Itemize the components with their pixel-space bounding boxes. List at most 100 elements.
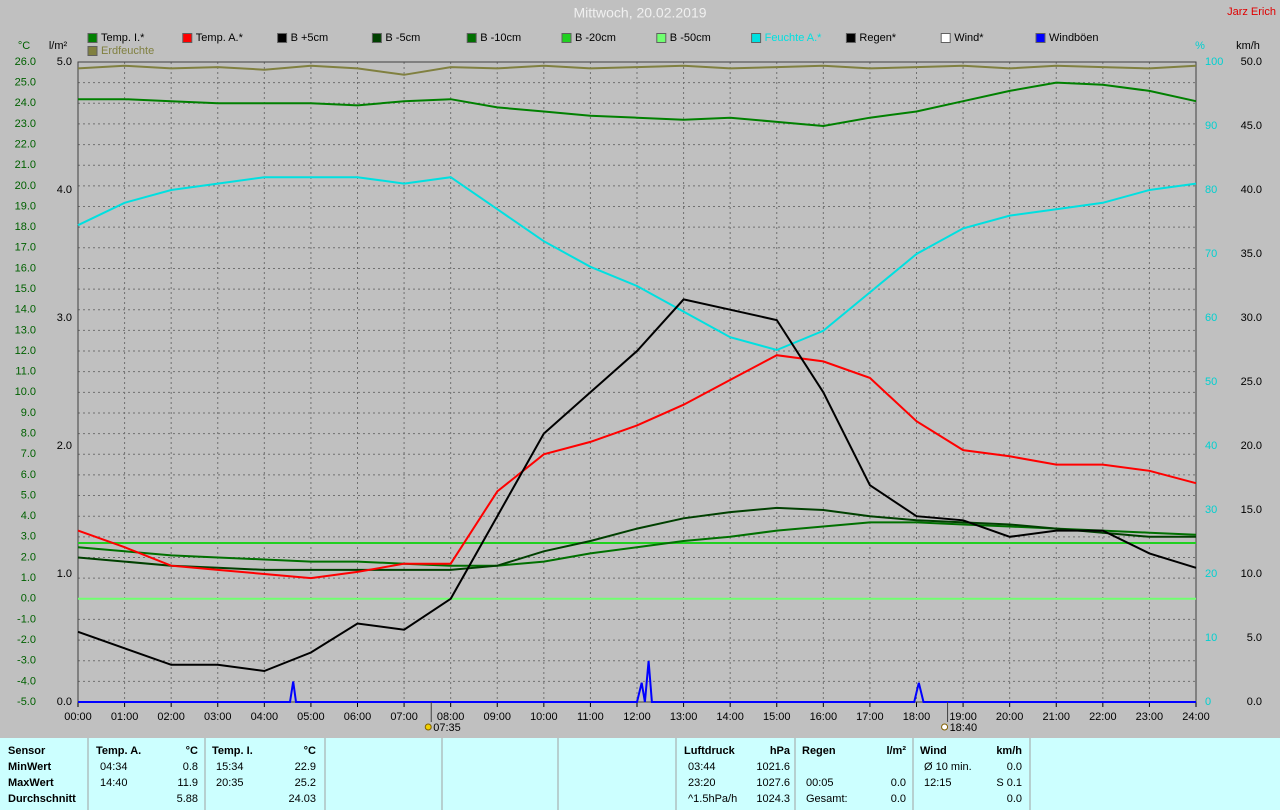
legend-swatch bbox=[845, 33, 856, 43]
y3-tick-label: 70 bbox=[1205, 248, 1217, 260]
column-unit: °C bbox=[186, 745, 198, 757]
column-header: Temp. A. bbox=[96, 745, 141, 757]
y-tick-label: 7.0 bbox=[21, 448, 36, 460]
y3-tick-label: 10 bbox=[1205, 632, 1217, 644]
x-tick-label: 21:00 bbox=[1042, 711, 1070, 723]
y-tick-label: -3.0 bbox=[17, 655, 36, 667]
legend-label: B +5cm bbox=[291, 32, 329, 44]
cell-value: 22.9 bbox=[295, 761, 316, 773]
x-tick-label: 24:00 bbox=[1182, 711, 1210, 723]
row-label: Durchschnitt bbox=[8, 793, 76, 805]
series-line bbox=[78, 81, 1197, 128]
y4-tick-label: 5.0 bbox=[1247, 632, 1262, 644]
y-tick-label: 16.0 bbox=[15, 262, 36, 274]
y4-tick-label: 0.0 bbox=[1247, 696, 1262, 708]
x-tick-label: 11:00 bbox=[577, 711, 604, 723]
x-tick-label: 18:00 bbox=[903, 711, 931, 723]
y-tick-label: -1.0 bbox=[17, 613, 36, 625]
cell-time: ^1.5hPa/h bbox=[688, 793, 737, 805]
y-axis-label: °C bbox=[18, 40, 30, 52]
y3-tick-label: 30 bbox=[1205, 504, 1217, 516]
legend-label: Feuchte A.* bbox=[765, 32, 823, 44]
table-corner: Sensor bbox=[8, 745, 46, 757]
y-tick-label: 5.0 bbox=[21, 489, 36, 501]
cell-value: 25.2 bbox=[295, 777, 316, 789]
x-tick-label: 19:00 bbox=[949, 711, 977, 723]
y2-tick-label: 0.0 bbox=[57, 696, 72, 708]
cell-value: 1027.6 bbox=[756, 777, 790, 789]
x-tick-label: 13:00 bbox=[670, 711, 698, 723]
legend-swatch bbox=[561, 33, 572, 43]
legend-label: Temp. A.* bbox=[196, 32, 244, 44]
x-tick-label: 03:00 bbox=[204, 711, 232, 723]
annotation-label: 07:35 bbox=[433, 722, 461, 734]
legend-label: Temp. I.* bbox=[101, 32, 145, 44]
x-tick-label: 23:00 bbox=[1136, 711, 1164, 723]
y-tick-label: 0.0 bbox=[21, 593, 36, 605]
x-tick-label: 20:00 bbox=[996, 711, 1024, 723]
stats-panel bbox=[0, 738, 1280, 810]
cell-time: 20:35 bbox=[216, 777, 244, 789]
column-header: Regen bbox=[802, 745, 836, 757]
y-tick-label: 24.0 bbox=[15, 97, 36, 109]
y-tick-label: 11.0 bbox=[15, 366, 36, 378]
annotation-label: 18:40 bbox=[950, 722, 978, 734]
y-tick-label: -4.0 bbox=[17, 675, 36, 687]
legend-label: B -20cm bbox=[575, 32, 616, 44]
y-tick-label: -2.0 bbox=[17, 634, 36, 646]
y3-tick-label: 40 bbox=[1205, 440, 1217, 452]
y-tick-label: 23.0 bbox=[15, 118, 36, 130]
y3-tick-label: 20 bbox=[1205, 568, 1217, 580]
cell-value: 11.9 bbox=[177, 777, 198, 789]
chart-title: Mittwoch, 20.02.2019 bbox=[573, 5, 706, 21]
series-line bbox=[77, 298, 1197, 673]
y-tick-label: -5.0 bbox=[17, 696, 36, 708]
y-tick-label: 6.0 bbox=[21, 469, 36, 481]
series-line bbox=[77, 521, 1197, 567]
y2-tick-label: 2.0 bbox=[57, 440, 72, 452]
legend-swatch bbox=[371, 33, 382, 43]
x-tick-label: 04:00 bbox=[251, 711, 279, 723]
cell-value: S 0.1 bbox=[996, 777, 1022, 789]
x-tick-label: 07:00 bbox=[390, 711, 418, 723]
cell-value: 0.0 bbox=[1007, 793, 1022, 805]
cell-time: 15:34 bbox=[216, 761, 244, 773]
y-tick-label: 9.0 bbox=[21, 407, 36, 419]
x-tick-label: 00:00 bbox=[64, 711, 92, 723]
cell-value: 0.8 bbox=[183, 761, 198, 773]
x-tick-label: 09:00 bbox=[483, 711, 511, 723]
y-tick-label: 15.0 bbox=[15, 283, 36, 295]
legend-label: Windböen bbox=[1049, 32, 1099, 44]
row-label: MaxWert bbox=[8, 777, 54, 789]
y2-axis-label: l/m² bbox=[49, 40, 68, 52]
legend-label: Erdfeuchte bbox=[101, 45, 154, 57]
y-tick-label: 2.0 bbox=[21, 551, 36, 563]
legend-swatch bbox=[87, 46, 98, 56]
legend-label: B -10cm bbox=[480, 32, 521, 44]
y-tick-label: 3.0 bbox=[21, 531, 36, 543]
legend-label: B -5cm bbox=[385, 32, 420, 44]
y2-tick-label: 4.0 bbox=[57, 184, 72, 196]
author: Jarz Erich bbox=[1227, 6, 1276, 18]
cell-value: 5.88 bbox=[177, 793, 198, 805]
y-tick-label: 26.0 bbox=[15, 56, 36, 68]
cell-value: 24.03 bbox=[288, 793, 316, 805]
y-tick-label: 18.0 bbox=[15, 221, 36, 233]
x-tick-label: 05:00 bbox=[297, 711, 325, 723]
y2-tick-label: 5.0 bbox=[57, 56, 72, 68]
legend-swatch bbox=[466, 33, 477, 43]
series-line bbox=[77, 176, 1197, 352]
x-tick-label: 22:00 bbox=[1089, 711, 1117, 723]
x-tick-label: 12:00 bbox=[623, 711, 651, 723]
cell-time: 00:05 bbox=[806, 777, 834, 789]
sun-icon bbox=[424, 723, 432, 731]
cell-time: 04:34 bbox=[100, 761, 128, 773]
column-header: Luftdruck bbox=[684, 745, 736, 757]
cell-value: 0.0 bbox=[891, 777, 906, 789]
legend-swatch bbox=[182, 33, 193, 43]
y-tick-label: 22.0 bbox=[15, 138, 36, 150]
y2-tick-label: 3.0 bbox=[57, 312, 72, 324]
x-tick-label: 10:00 bbox=[530, 711, 558, 723]
cell-time: Ø 10 min. bbox=[924, 761, 972, 773]
cell-time: Gesamt: bbox=[806, 793, 848, 805]
